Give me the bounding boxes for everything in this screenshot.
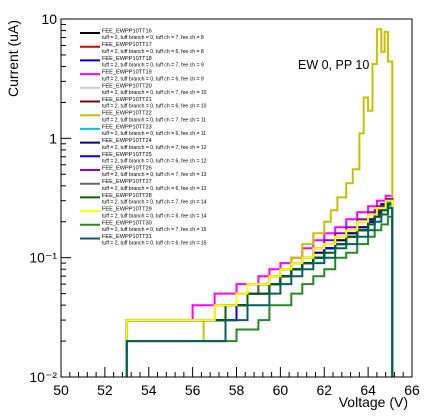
legend-entry-info-10: tuff = 2, tuff branch = 0, tuff ch = 7, … bbox=[102, 172, 207, 178]
series-line-15 bbox=[125, 207, 394, 377]
x-tick-label-1: 52 bbox=[97, 382, 113, 398]
y-tick-label-3: 10 bbox=[41, 11, 57, 27]
legend-entry-info-3: tuff = 2, tuff branch = 0, tuff ch = 6, … bbox=[102, 76, 204, 82]
y-tick-label-1: 10⁻¹ bbox=[29, 250, 57, 266]
legend-entry-name-6: FEE_EWPP10TT22 bbox=[102, 111, 152, 117]
annotation-text: EW 0, PP 10 bbox=[298, 58, 369, 72]
x-axis: 50 52 54 56 58 60 62 64 66 bbox=[53, 367, 420, 398]
legend-entry-name-5: FEE_EWPP10TT21 bbox=[102, 97, 152, 103]
x-tick-label-6: 62 bbox=[316, 382, 332, 398]
legend-entry-name-4: FEE_EWPP10TT20 bbox=[102, 83, 152, 89]
series-line-13 bbox=[125, 199, 394, 377]
legend-entry-name-11: FEE_EWPP10TT27 bbox=[102, 179, 152, 185]
legend-entry-name-3: FEE_EWPP10TT19 bbox=[102, 70, 152, 76]
legend-entry-info-11: tuff = 2, tuff branch = 0, tuff ch = 6, … bbox=[102, 186, 207, 192]
legend-entry-info-4: tuff = 2, tuff branch = 0, tuff ch = 7, … bbox=[102, 90, 207, 96]
legend-entry-info-0: tuff = 2, tuff branch = 0, tuff ch = 7, … bbox=[102, 35, 204, 41]
legend-entry-info-12: tuff = 2, tuff branch = 0, tuff ch = 7, … bbox=[102, 200, 207, 206]
y-tick-label-2: 1 bbox=[49, 130, 57, 146]
legend-entry-name-9: FEE_EWPP10TT25 bbox=[102, 152, 152, 158]
y-axis: 10⁻² 10⁻¹ 1 10 bbox=[29, 11, 71, 385]
legend-entry-name-2: FEE_EWPP10TT18 bbox=[102, 56, 152, 62]
legend-entry-name-0: FEE_EWPP10TT16 bbox=[102, 29, 152, 35]
legend-background bbox=[78, 24, 264, 243]
y-axis-label: Current (uA) bbox=[5, 20, 21, 97]
legend-entry-name-10: FEE_EWPP10TT26 bbox=[102, 166, 152, 172]
x-tick-label-0: 50 bbox=[53, 382, 69, 398]
y-tick-label-0: 10⁻² bbox=[29, 369, 57, 385]
legend-entry-name-8: FEE_EWPP10TT24 bbox=[102, 138, 152, 144]
x-tick-label-4: 58 bbox=[229, 382, 245, 398]
legend-entry-info-2: tuff = 2, tuff branch = 0, tuff ch = 7, … bbox=[102, 63, 204, 69]
legend-entry-name-13: FEE_EWPP10TT29 bbox=[102, 207, 152, 213]
legend-entry-name-14: FEE_EWPP10TT30 bbox=[102, 220, 152, 226]
legend-entry-info-15: tuff = 2, tuff branch = 0, tuff ch = 6, … bbox=[102, 241, 207, 247]
x-tick-label-3: 56 bbox=[185, 382, 201, 398]
x-axis-label: Voltage (V) bbox=[339, 394, 408, 410]
legend-entry-name-15: FEE_EWPP10TT31 bbox=[102, 234, 152, 240]
legend-entry-name-1: FEE_EWPP10TT17 bbox=[102, 42, 152, 48]
legend-entry-info-5: tuff = 2, tuff branch = 0, tuff ch = 6, … bbox=[102, 104, 207, 110]
legend-entry-name-12: FEE_EWPP10TT28 bbox=[102, 193, 152, 199]
series-line-14 bbox=[125, 215, 394, 377]
legend-entry-info-6: tuff = 2, tuff branch = 0, tuff ch = 7, … bbox=[102, 117, 206, 123]
legend-entry-info-9: tuff = 2, tuff branch = 0, tuff ch = 6, … bbox=[102, 159, 207, 165]
x-tick-label-7: 64 bbox=[360, 382, 376, 398]
x-tick-label-8: 66 bbox=[404, 382, 420, 398]
legend-entry-info-7: tuff = 2, tuff branch = 0, tuff ch = 6, … bbox=[102, 131, 206, 137]
legend-entry-name-7: FEE_EWPP10TT23 bbox=[102, 124, 152, 130]
series-layer bbox=[125, 28, 394, 377]
legend-entry-info-1: tuff = 2, tuff branch = 0, tuff ch = 6, … bbox=[102, 49, 204, 55]
legend-entry-info-14: tuff = 2, tuff branch = 0, tuff ch = 7, … bbox=[102, 227, 207, 233]
x-tick-label-2: 54 bbox=[141, 382, 157, 398]
x-tick-label-5: 60 bbox=[273, 382, 289, 398]
legend-entry-info-13: tuff = 2, tuff branch = 0, tuff ch = 6, … bbox=[102, 213, 207, 219]
legend-entry-info-8: tuff = 2, tuff branch = 0, tuff ch = 7, … bbox=[102, 145, 207, 151]
